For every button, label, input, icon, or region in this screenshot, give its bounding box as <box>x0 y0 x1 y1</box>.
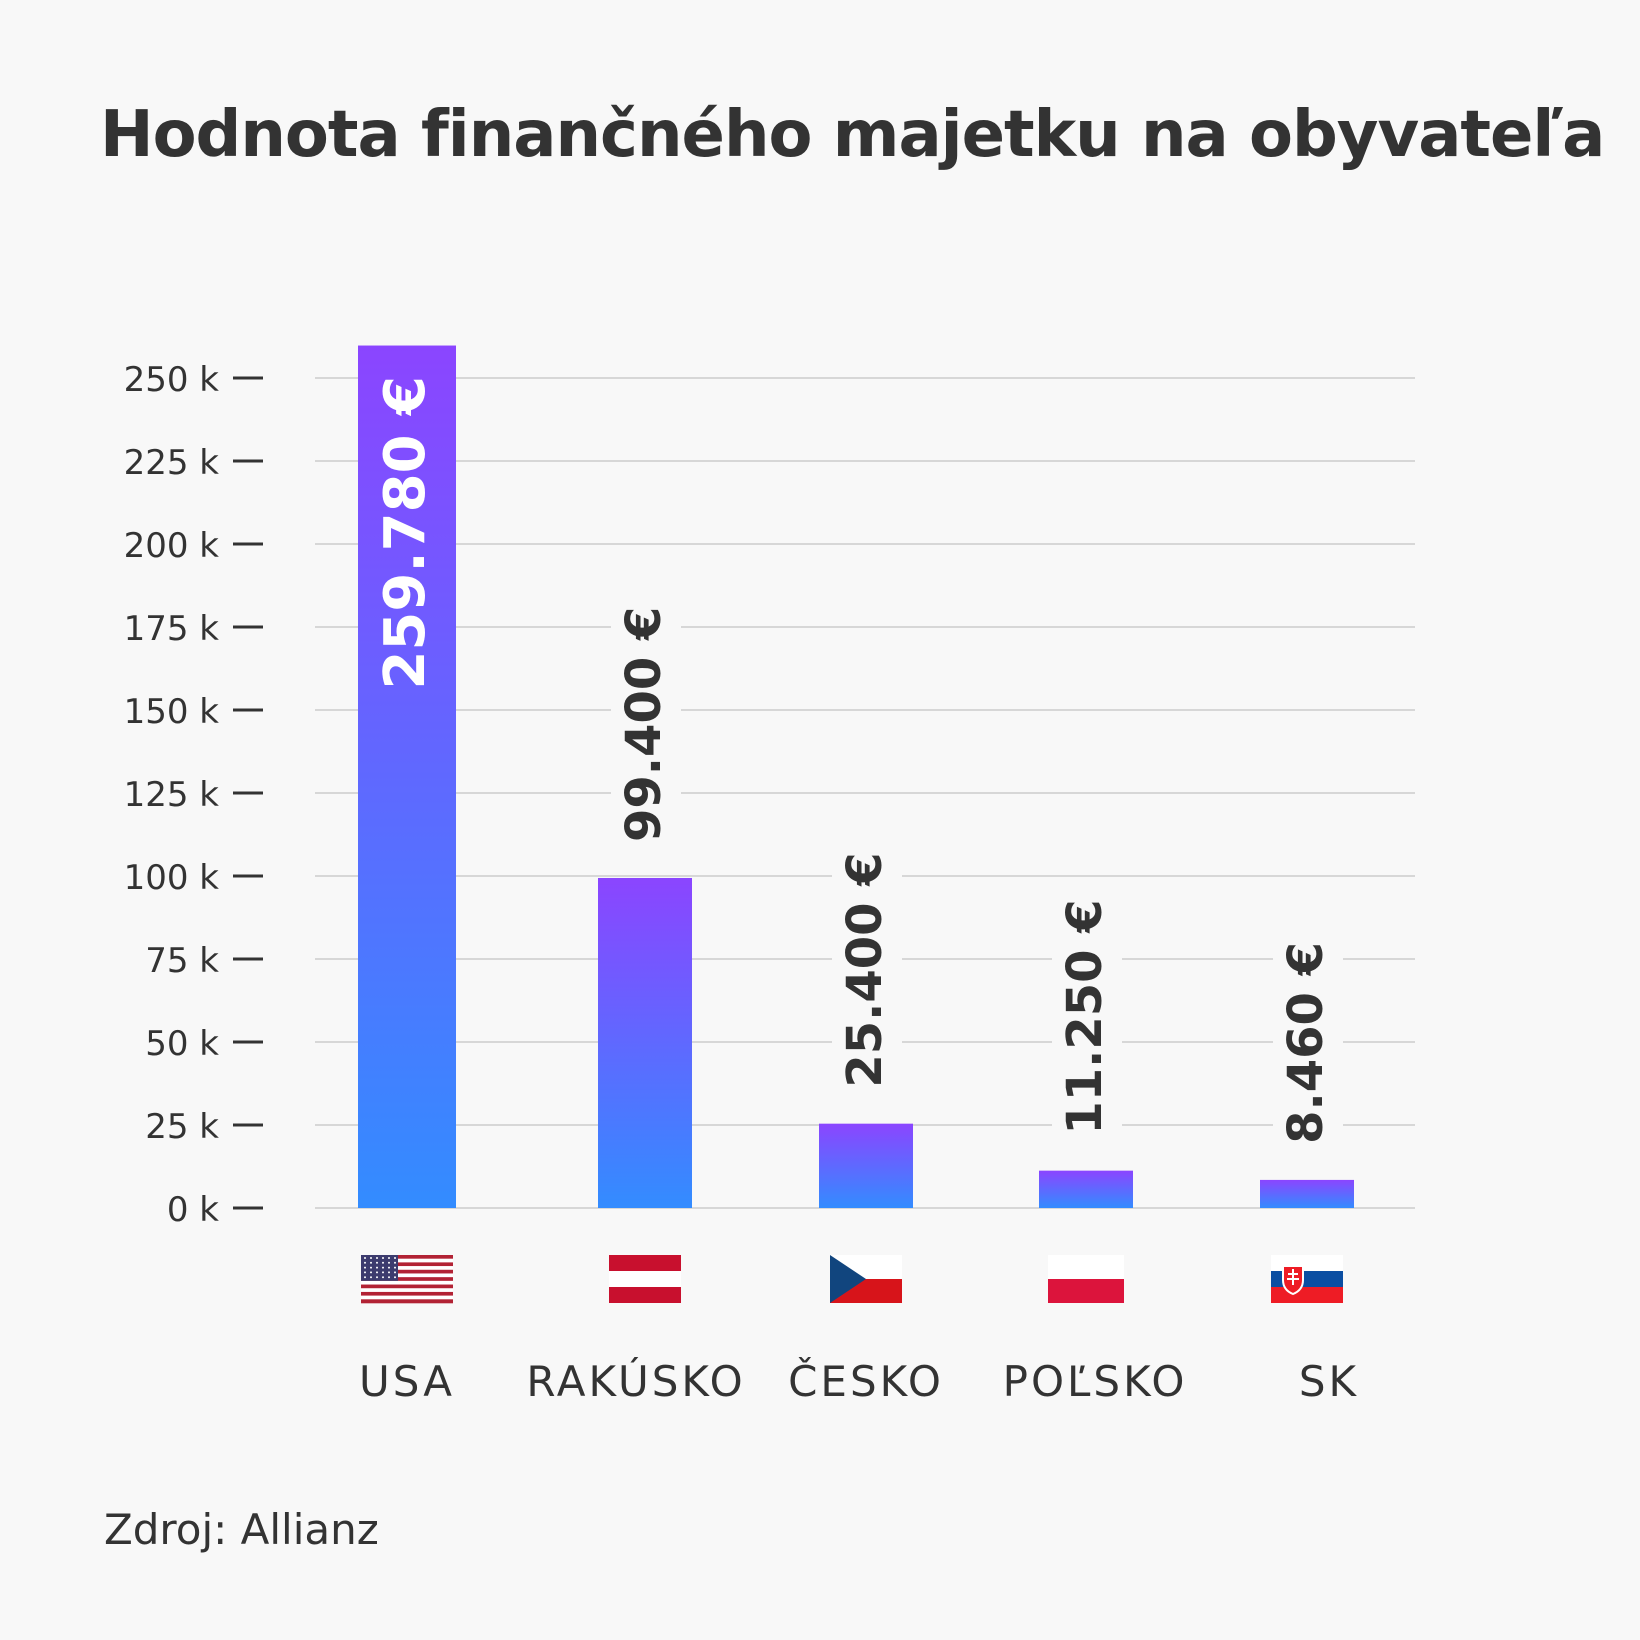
chart-title: Hodnota finančného majetku na obyvateľa <box>100 98 1605 172</box>
y-tick-label: 100 k <box>124 858 220 898</box>
flag-star <box>364 1261 366 1264</box>
flag-star <box>394 1261 396 1264</box>
flag-star <box>388 1276 390 1279</box>
flag-band <box>1271 1255 1343 1271</box>
flag-stripe <box>361 1299 453 1304</box>
data-label: 259.780 € <box>373 376 438 690</box>
bar <box>1260 1179 1354 1208</box>
flag-band <box>609 1255 681 1271</box>
y-tick-label: 175 k <box>124 609 220 649</box>
flag-stripe <box>361 1266 453 1271</box>
flag-band <box>609 1271 681 1287</box>
y-tick-label: 75 k <box>145 941 219 981</box>
data-label-backdrop <box>832 857 902 1094</box>
bar <box>1039 1170 1133 1208</box>
data-label: 11.250 € <box>1057 899 1113 1134</box>
flag-star <box>382 1276 384 1279</box>
flag-star <box>376 1271 378 1274</box>
y-tick-label: 200 k <box>124 526 220 566</box>
flag-band <box>1048 1255 1124 1279</box>
data-label: 25.400 € <box>837 852 893 1087</box>
flag-star <box>382 1266 384 1269</box>
flag-stripe <box>361 1262 453 1267</box>
flag-stripe <box>361 1269 453 1274</box>
flag-star <box>388 1261 390 1264</box>
category-label: POĽSKO <box>1003 1357 1188 1406</box>
flag-band <box>1271 1287 1343 1303</box>
flag-star <box>370 1261 372 1264</box>
flag-stripe <box>361 1291 453 1296</box>
category-label: RAKÚSKO <box>526 1356 745 1406</box>
flag-star <box>370 1276 372 1279</box>
data-label-backdrop <box>611 611 681 848</box>
y-tick-label: 125 k <box>124 775 220 815</box>
y-tick-label: 225 k <box>124 443 220 483</box>
category-label: USA <box>359 1357 455 1406</box>
flag-star <box>382 1261 384 1264</box>
source-note: Zdroj: Allianz <box>104 1505 379 1554</box>
flag-czechia-icon <box>830 1255 902 1303</box>
flag-star <box>388 1257 390 1259</box>
flag-star <box>364 1257 366 1259</box>
flag-stripe <box>361 1288 453 1293</box>
flag-star <box>364 1266 366 1269</box>
flag-stripe <box>361 1284 453 1289</box>
flag-cross <box>1287 1269 1299 1285</box>
flag-star <box>394 1266 396 1269</box>
bar <box>598 877 692 1208</box>
flag-band <box>609 1287 681 1303</box>
flag-stripe <box>361 1258 453 1263</box>
flag-canton <box>361 1255 398 1281</box>
flag-star <box>370 1266 372 1269</box>
flag-star <box>382 1271 384 1274</box>
flag-stripe <box>361 1273 453 1278</box>
flag-star <box>376 1276 378 1279</box>
y-tick-label: 150 k <box>124 692 220 732</box>
category-label: ČESKO <box>788 1356 944 1406</box>
flag-band <box>1271 1271 1343 1287</box>
y-tick-label: 50 k <box>145 1024 219 1064</box>
category-label: SK <box>1299 1357 1359 1406</box>
flag-slovakia-icon <box>1271 1255 1343 1303</box>
data-label-backdrop <box>1052 904 1122 1141</box>
flag-star <box>394 1276 396 1279</box>
flag-star <box>382 1257 384 1259</box>
flag-austria-icon <box>609 1255 681 1303</box>
flag-star <box>370 1271 372 1274</box>
flag-star <box>364 1271 366 1274</box>
data-label: 99.400 € <box>616 607 672 842</box>
bar <box>358 345 456 1208</box>
flag-band <box>1048 1279 1124 1303</box>
flag-star <box>394 1257 396 1259</box>
y-tick-label: 250 k <box>124 360 220 400</box>
flag-stripe <box>361 1277 453 1282</box>
flag-star <box>364 1276 366 1279</box>
flag-stripe <box>361 1280 453 1285</box>
y-tick-label: 0 k <box>167 1190 219 1230</box>
flag-stripe <box>361 1255 453 1259</box>
flag-star <box>394 1271 396 1274</box>
flag-star <box>388 1266 390 1269</box>
data-label-backdrop <box>1273 941 1343 1150</box>
flag-star <box>370 1257 372 1259</box>
bar <box>819 1123 913 1208</box>
flag-star <box>376 1257 378 1259</box>
flag-triangle <box>830 1255 866 1303</box>
y-tick-label: 25 k <box>145 1107 219 1147</box>
flag-poland-icon <box>1048 1255 1124 1303</box>
data-label: 8.460 € <box>1278 942 1334 1144</box>
flag-stripe <box>361 1295 453 1300</box>
flag-usa-icon <box>361 1255 453 1304</box>
flag-star <box>388 1271 390 1274</box>
flag-star <box>376 1266 378 1269</box>
flag-star <box>376 1261 378 1264</box>
